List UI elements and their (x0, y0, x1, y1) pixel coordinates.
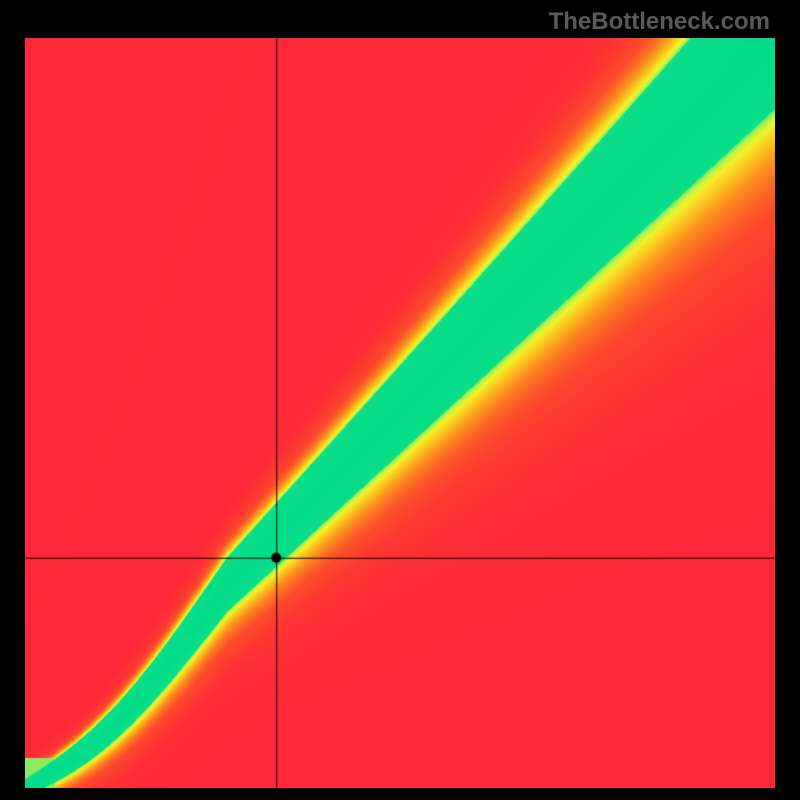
heatmap-plot (25, 38, 775, 788)
heatmap-canvas (25, 38, 775, 788)
outer-frame: TheBottleneck.com (0, 0, 800, 800)
watermark-text: TheBottleneck.com (549, 8, 770, 36)
